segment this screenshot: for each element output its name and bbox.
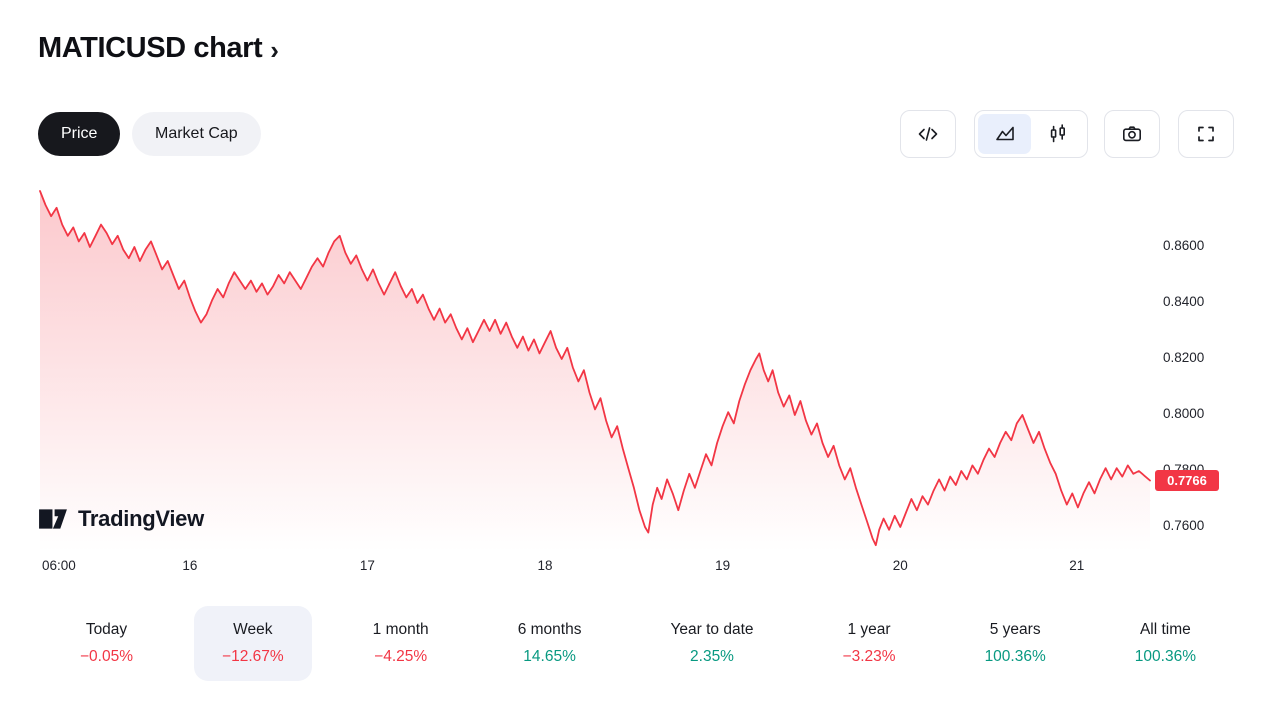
- range-label: Week: [233, 621, 273, 638]
- x-axis-label: 19: [715, 558, 731, 573]
- x-axis-label: 20: [892, 558, 908, 573]
- range-year-to-date[interactable]: Year to date 2.35%: [642, 606, 781, 681]
- price-toggle[interactable]: Price: [38, 112, 121, 156]
- candlestick-icon: [1047, 123, 1069, 145]
- snapshot-button[interactable]: [1104, 110, 1160, 158]
- chart-type-switcher: [974, 110, 1088, 158]
- range-change: −12.67%: [222, 648, 284, 665]
- embed-code-button[interactable]: [900, 110, 956, 158]
- code-icon: [917, 123, 939, 145]
- range-label: Year to date: [670, 621, 754, 638]
- range-today[interactable]: Today −0.05%: [52, 606, 161, 681]
- range-all-time[interactable]: All time 100.36%: [1107, 606, 1224, 681]
- range-change: 100.36%: [1134, 648, 1196, 665]
- range-5-years[interactable]: 5 years 100.36%: [957, 606, 1074, 681]
- range-change: 14.65%: [523, 648, 576, 665]
- tradingview-attribution[interactable]: TradingView: [38, 506, 204, 532]
- x-axis-label: 18: [537, 558, 553, 573]
- y-axis-label: 0.8200: [1163, 350, 1205, 365]
- y-axis-label: 0.7600: [1163, 518, 1205, 533]
- price-line: [39, 190, 1151, 547]
- area-fill: [40, 191, 1150, 552]
- y-axis-label: 0.8000: [1163, 406, 1205, 421]
- tradingview-logo-icon: [38, 508, 68, 531]
- area-chart-button[interactable]: [978, 114, 1031, 154]
- area-chart-icon: [994, 123, 1016, 145]
- x-axis-label: 21: [1069, 558, 1085, 573]
- range-label: 6 months: [517, 621, 582, 638]
- price-chart-canvas[interactable]: [0, 180, 1280, 590]
- last-price-badge: 0.7766: [1155, 470, 1219, 492]
- range-change: 100.36%: [984, 648, 1046, 665]
- range-label: All time: [1139, 621, 1191, 638]
- range-change: −4.25%: [374, 648, 428, 665]
- market-cap-toggle[interactable]: Market Cap: [132, 112, 261, 156]
- x-axis-label: 17: [359, 558, 375, 573]
- range-change: −3.23%: [842, 648, 896, 665]
- range-label: 1 year: [847, 621, 891, 638]
- x-axis-label: 16: [182, 558, 198, 573]
- range-week[interactable]: Week −12.67%: [194, 606, 312, 681]
- chart-area: 0.7766 TradingView 0.8600 0.8400 0.8200 0.8…: [0, 180, 1280, 590]
- range-6-months[interactable]: 6 months 14.65%: [490, 606, 610, 681]
- y-axis-label: 0.8600: [1163, 238, 1205, 253]
- range-change: −0.05%: [80, 648, 134, 665]
- x-axis-label: 06:00: [41, 558, 76, 573]
- range-1-month[interactable]: 1 month −4.25%: [345, 606, 457, 681]
- camera-icon: [1121, 123, 1143, 145]
- candlestick-chart-button[interactable]: [1031, 114, 1084, 154]
- range-1-year[interactable]: 1 year −3.23%: [815, 606, 924, 681]
- y-axis-label: 0.8400: [1163, 294, 1205, 309]
- range-selector: Today −0.05% Week −12.67% 1 month −4.25% 6 mon…: [52, 606, 1224, 681]
- chevron-right-icon: ›: [270, 34, 279, 65]
- fullscreen-icon: [1195, 123, 1217, 145]
- fullscreen-button[interactable]: [1178, 110, 1234, 158]
- range-change: 2.35%: [690, 648, 734, 665]
- chart-title-link[interactable]: MATICUSD chart ›: [38, 32, 279, 65]
- tradingview-brand-text: TradingView: [78, 506, 204, 531]
- page-title: MATICUSD chart: [38, 32, 263, 64]
- range-label: 1 month: [372, 621, 429, 638]
- range-label: 5 years: [989, 621, 1041, 638]
- range-label: Today: [85, 621, 128, 638]
